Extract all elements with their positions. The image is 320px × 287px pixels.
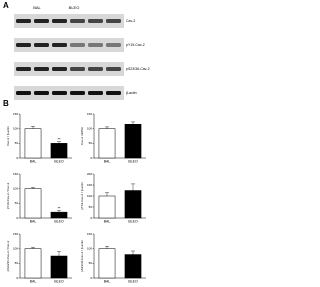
y-tick-label: 100 xyxy=(87,194,92,198)
blot-band xyxy=(34,19,49,23)
y-tick-label: 100 xyxy=(13,126,18,130)
y-tick-label: 150 xyxy=(87,112,92,116)
y-tick-label: 150 xyxy=(87,232,92,236)
blot-label: pY19-Cav-2 xyxy=(126,43,145,47)
blot-band xyxy=(106,19,121,23)
bar xyxy=(24,188,42,219)
y-axis-label: Cav-2 mRNA xyxy=(80,127,84,145)
y-tick-label: 150 xyxy=(13,172,18,176)
blot-band xyxy=(88,19,103,23)
significance: ** xyxy=(57,206,61,211)
y-axis-label: pY19-Cav-2 / Cav-2 xyxy=(6,182,10,209)
x-tick-label: BLEO xyxy=(54,279,64,283)
bar xyxy=(124,254,142,279)
bar xyxy=(50,211,68,219)
bar xyxy=(98,248,116,279)
panel-label: A xyxy=(3,1,9,10)
x-tick-label: BAL xyxy=(30,219,37,223)
blot-membrane xyxy=(14,14,124,28)
bar xyxy=(124,124,142,159)
blot-membrane xyxy=(14,86,124,100)
y-tick-label: 0 xyxy=(90,216,92,220)
blot-label: β-actin xyxy=(126,91,137,95)
blot-band xyxy=(52,19,67,23)
blot-band xyxy=(88,91,103,95)
y-tick-label: 50 xyxy=(15,261,19,265)
x-tick-label: BLEO xyxy=(128,219,138,223)
bar xyxy=(24,248,42,279)
blot-band xyxy=(16,19,31,23)
y-tick-label: 0 xyxy=(16,276,18,280)
panel-label: B xyxy=(3,99,9,108)
x-tick-label: BLEO xyxy=(128,159,138,163)
y-tick-label: 100 xyxy=(13,246,18,250)
y-tick-label: 100 xyxy=(87,126,92,130)
blot-band xyxy=(34,43,49,47)
blot-band xyxy=(34,67,49,71)
bar xyxy=(24,128,42,159)
blot-label: pS23/36-Cav-2 xyxy=(126,67,150,71)
y-axis-label: pS23/36-Cav-2 / β-actin xyxy=(80,240,84,272)
x-tick-label: BAL xyxy=(104,159,111,163)
group-label: BAL xyxy=(33,5,41,10)
y-tick-label: 150 xyxy=(13,232,18,236)
y-tick-label: 50 xyxy=(89,261,93,265)
blot-band xyxy=(88,67,103,71)
x-tick-label: BLEO xyxy=(54,159,64,163)
x-tick-label: BLEO xyxy=(54,219,64,223)
bar xyxy=(124,190,142,219)
bar xyxy=(50,143,68,159)
bar xyxy=(50,255,68,279)
y-tick-label: 50 xyxy=(89,141,93,145)
x-tick-label: BAL xyxy=(104,279,111,283)
y-tick-label: 0 xyxy=(90,276,92,280)
blot-band xyxy=(106,43,121,47)
blot-label: Cav-2 xyxy=(126,19,135,23)
blot-band xyxy=(70,19,85,23)
y-tick-label: 50 xyxy=(15,141,19,145)
y-tick-label: 50 xyxy=(15,201,19,205)
x-tick-label: BAL xyxy=(30,159,37,163)
y-tick-label: 100 xyxy=(87,246,92,250)
blot-band xyxy=(106,67,121,71)
y-axis-label: pY19-Cav-2 / β-actin xyxy=(80,182,84,210)
blot-membrane xyxy=(14,38,124,52)
blot-band xyxy=(16,43,31,47)
x-tick-label: BAL xyxy=(104,219,111,223)
y-tick-label: 200 xyxy=(87,172,92,176)
x-tick-label: BAL xyxy=(30,279,37,283)
y-axis-label: Cav-2 / β-actin xyxy=(6,126,10,146)
blot-band xyxy=(16,67,31,71)
y-tick-label: 150 xyxy=(87,183,92,187)
blot-band xyxy=(34,91,49,95)
blot-band xyxy=(88,43,103,47)
y-tick-label: 50 xyxy=(89,205,93,209)
blot-band xyxy=(106,91,121,95)
blot-band xyxy=(52,67,67,71)
significance: ** xyxy=(57,137,61,142)
blot-membrane xyxy=(14,62,124,76)
y-tick-label: 0 xyxy=(90,156,92,160)
blot-band xyxy=(16,91,31,95)
x-tick-label: BLEO xyxy=(128,279,138,283)
bar xyxy=(98,195,116,219)
blot-band xyxy=(52,91,67,95)
blot-band xyxy=(70,43,85,47)
blot-band xyxy=(70,67,85,71)
group-label: BLEO xyxy=(69,5,80,10)
y-axis-label: pS23/36-Cav-2 / Cav-2 xyxy=(6,240,10,271)
y-tick-label: 0 xyxy=(16,156,18,160)
figure: A B BAL BLEO Cav-2 pY19-Cav-2 pS23/36-Cav-… xyxy=(0,0,150,287)
bar xyxy=(98,128,116,159)
blot-band xyxy=(70,91,85,95)
y-tick-label: 100 xyxy=(13,186,18,190)
y-tick-label: 150 xyxy=(13,112,18,116)
y-tick-label: 0 xyxy=(16,216,18,220)
blot-band xyxy=(52,43,67,47)
